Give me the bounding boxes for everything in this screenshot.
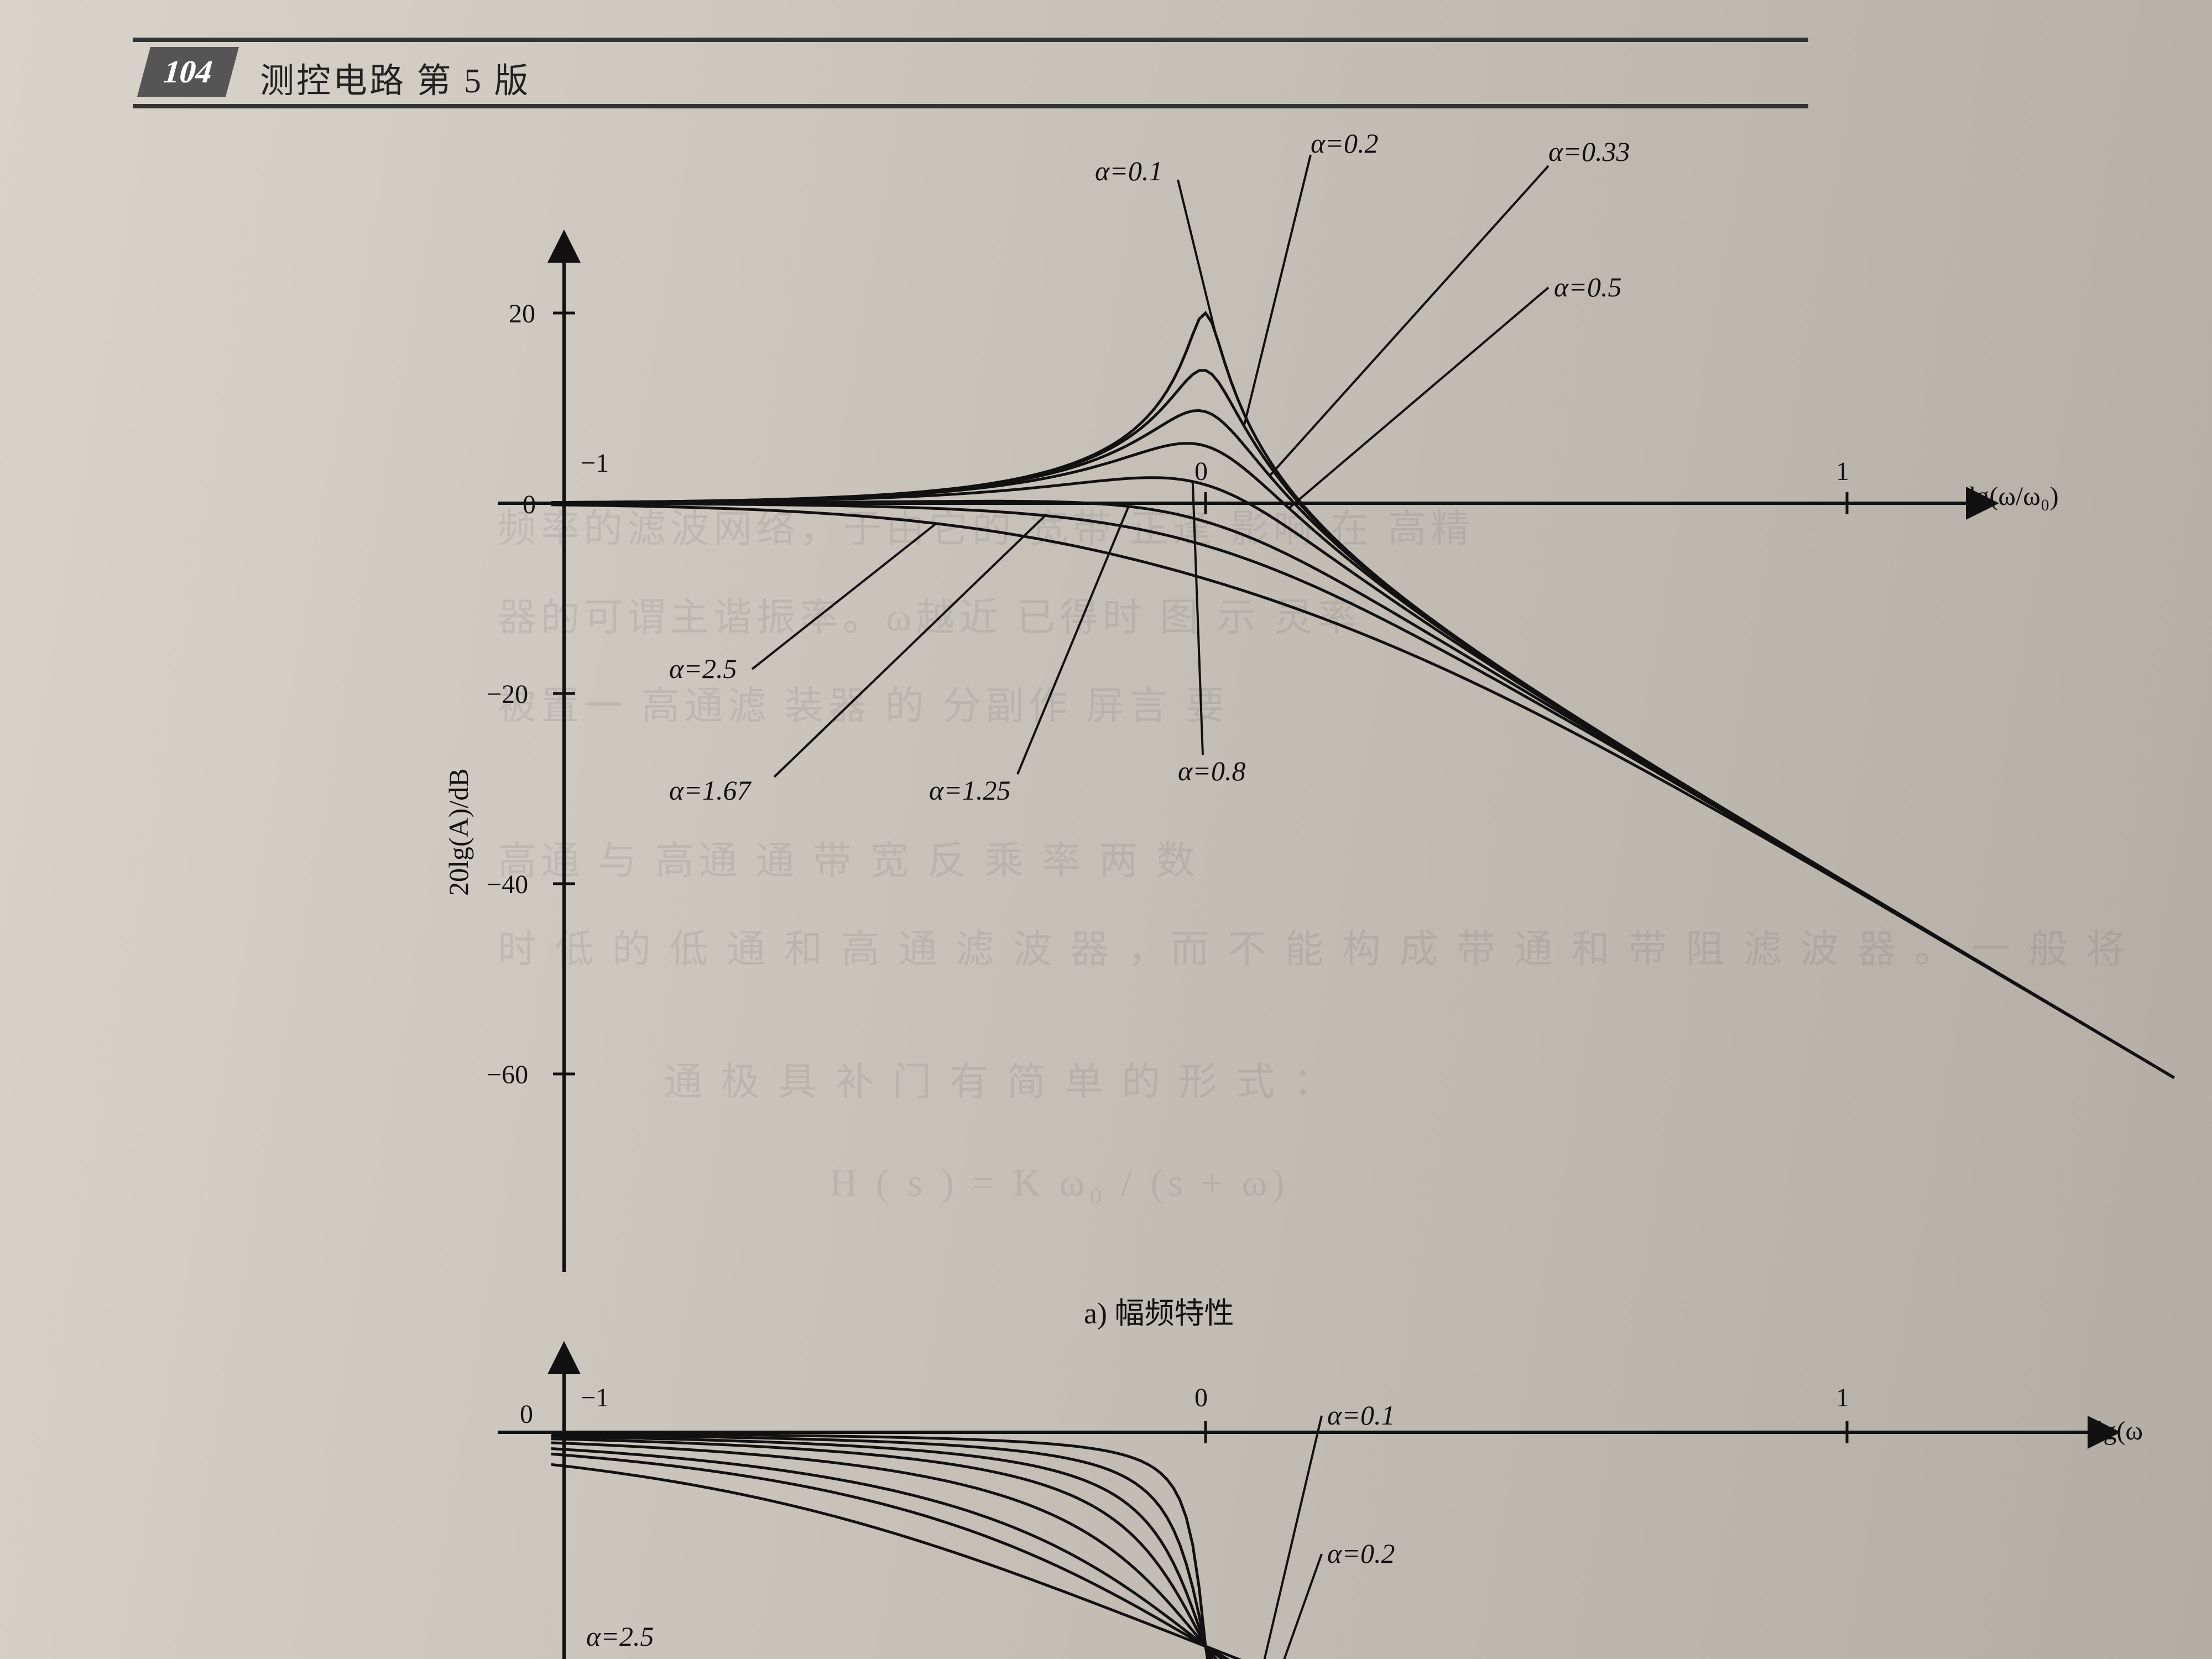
label-b-alpha-2-5: α=2.5 xyxy=(586,1620,654,1652)
page-photo: 104 测控电路 第 5 版 频率的滤波网络，于由它的 宽带 正逢 影响 在 高… xyxy=(0,0,2212,1659)
x-axis-label-b: lg(ω xyxy=(2096,1416,2143,1446)
label-b-alpha-0-1: α=0.1 xyxy=(1327,1399,1395,1431)
xtick-b-0: 0 xyxy=(1194,1383,1208,1413)
leader-line xyxy=(1233,1416,1322,1659)
leader-group-b xyxy=(1222,1416,1322,1659)
curve-group-b xyxy=(551,1433,1314,1659)
label-b-alpha-0-2: α=0.2 xyxy=(1327,1537,1395,1569)
phase-curve-alpha-1.67 xyxy=(551,1454,1276,1659)
phase-curve-alpha-0.8 xyxy=(551,1443,1244,1659)
xtick-b-1: 1 xyxy=(1836,1383,1849,1413)
phase-chart-partial xyxy=(0,0,2212,1659)
leader-line xyxy=(1222,1554,1322,1659)
xtick-b-n1: −1 xyxy=(581,1383,609,1413)
ytick-b-0: 0 xyxy=(520,1399,533,1430)
